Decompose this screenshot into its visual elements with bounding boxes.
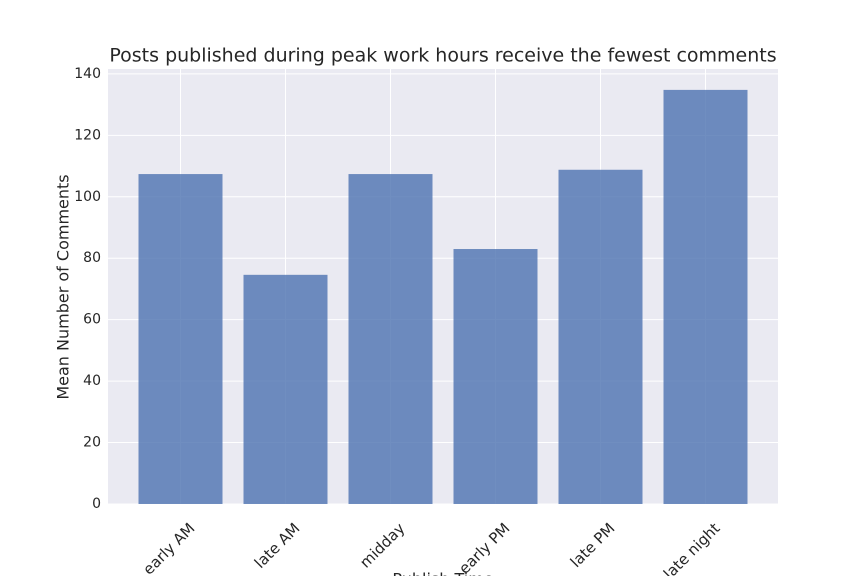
bar: [348, 174, 433, 505]
y-tick-label: 0: [92, 496, 101, 512]
x-tick-label: early PM: [455, 519, 513, 576]
y-tick-label: 20: [83, 435, 101, 451]
bar: [663, 89, 748, 504]
y-tick-label: 120: [74, 127, 101, 143]
bar: [138, 174, 223, 505]
bar: [453, 249, 538, 504]
x-tick-label: late PM: [567, 519, 619, 571]
x-tick-label: late AM: [251, 519, 304, 572]
y-tick-label: 140: [74, 66, 101, 82]
y-tick-label: 40: [83, 373, 101, 389]
y-tick-label: 60: [83, 312, 101, 328]
bar: [558, 169, 643, 505]
x-tick-label: midday: [356, 519, 408, 571]
y-tick-label: 80: [83, 250, 101, 266]
y-axis-label: Mean Number of Comments: [54, 174, 73, 399]
x-axis-label: Publish Time: [392, 570, 493, 576]
bar: [243, 274, 328, 504]
x-tick-label: early AM: [139, 519, 198, 576]
x-tick-label: late night: [660, 519, 724, 576]
chart-title: Posts published during peak work hours r…: [109, 45, 776, 67]
y-tick-label: 100: [74, 189, 101, 205]
